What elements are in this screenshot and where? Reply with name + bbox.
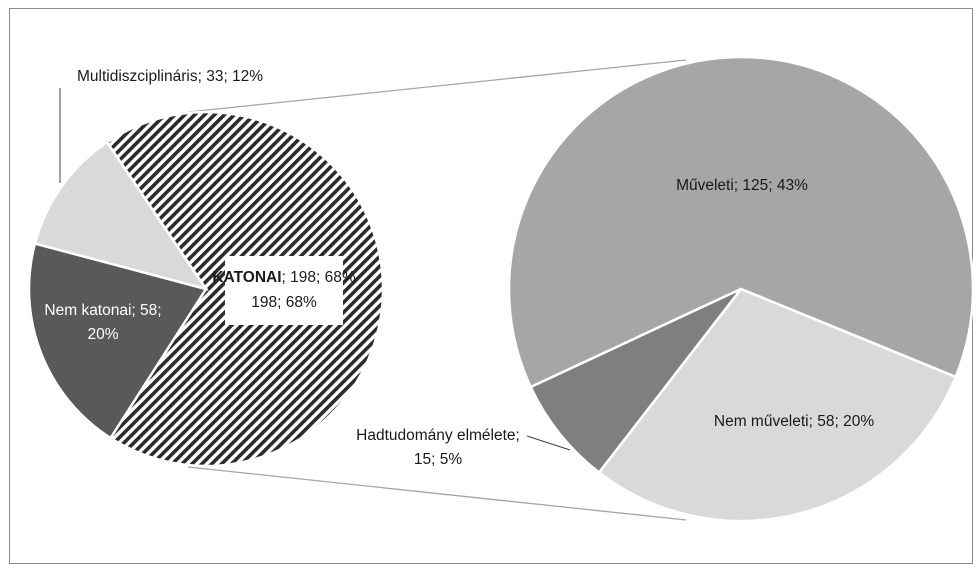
hadtudomany-label-line2: 15; 5% <box>414 451 462 468</box>
connector-line-top <box>187 59 687 113</box>
muveleti-label: Műveleti; 125; 43% <box>676 177 808 194</box>
nem-katonai-label-line1: Nem katonai; 58; <box>44 302 161 319</box>
pie-slice-nem-katonai <box>27 241 208 440</box>
katonai-label-line1: KATONAI; 198; 68% <box>212 269 356 286</box>
pie-slice-muveleti <box>507 55 975 389</box>
katonai-label-box <box>225 256 343 325</box>
leader-line-hadtudomany <box>526 435 571 451</box>
pie-slice-nem-muveleti <box>597 287 958 523</box>
pie-slice-hadtudomany-elmelete <box>529 287 742 475</box>
hadtudomany-label-line1: Hadtudomány elmélete; <box>356 427 520 444</box>
secondary-pie <box>507 55 975 523</box>
multidiszciplinaris-label: Multidiszciplináris; 33; 12% <box>77 68 263 85</box>
pie-slice-multidiszciplinaris <box>33 140 209 292</box>
nem-katonai-label-line2: 20% <box>87 326 118 343</box>
connector-line-bottom <box>187 466 687 521</box>
nem-muveleti-label: Nem műveleti; 58; 20% <box>714 413 874 430</box>
katonai-label-line2: 198; 68% <box>251 294 317 311</box>
